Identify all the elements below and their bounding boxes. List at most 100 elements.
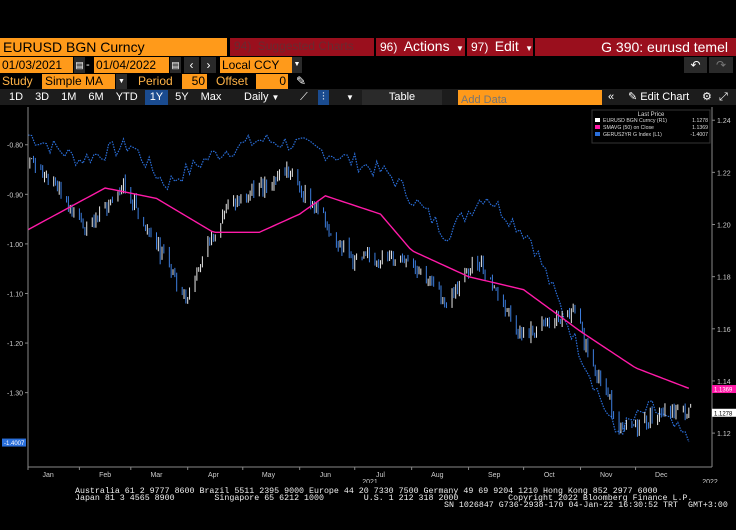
chart[interactable]: -0.80 -0.90 -1.00 -1.10 -1.20 -1.30 1.24 1.22 1.… bbox=[0, 105, 736, 483]
edit-number: 97) bbox=[471, 40, 489, 54]
x-tick-label: Jan bbox=[43, 472, 54, 479]
x-tick-label: May bbox=[262, 472, 276, 479]
add-data-field[interactable] bbox=[458, 90, 604, 108]
offset-label: Offset bbox=[216, 74, 248, 88]
currency-select[interactable]: Local CCY bbox=[220, 57, 292, 73]
x-tick-label: Apr bbox=[208, 472, 220, 479]
chevron-down-icon: ▼ bbox=[525, 44, 533, 53]
price-last-tag: 1.1278 bbox=[714, 411, 733, 417]
yield-series-line bbox=[27, 133, 690, 443]
period-buttons: 1D 3D 1M 6M YTD 1Y 5Y Max bbox=[4, 90, 226, 105]
end-date-field[interactable]: 01/04/2022 bbox=[94, 57, 169, 73]
yield-last-tag: -1.4007 bbox=[4, 441, 25, 447]
legend-series-name: GERUS2YR G Index (L1) bbox=[603, 132, 662, 138]
expand-icon[interactable]: ⤢ bbox=[719, 91, 728, 103]
graph-id: G 390: eurusd temel bbox=[535, 38, 736, 56]
legend-swatch bbox=[595, 118, 600, 122]
period-button-ytd[interactable]: YTD bbox=[115, 91, 138, 103]
actions-menu[interactable]: 96) Actions ▼ bbox=[376, 38, 465, 56]
x-tick-label: Jul bbox=[376, 472, 385, 479]
add-data-input[interactable] bbox=[458, 92, 604, 108]
x-tick-label: Feb bbox=[99, 472, 111, 479]
yield-last-tag-bg bbox=[2, 438, 26, 447]
chevron-down-icon: ▼ bbox=[271, 93, 280, 102]
chevron-down-icon[interactable]: ▼ bbox=[292, 57, 302, 73]
chevron-down-icon: ▼ bbox=[455, 44, 464, 53]
left-tick-label: -0.80 bbox=[7, 143, 23, 150]
study-label: Study bbox=[2, 74, 33, 88]
next-period-button[interactable]: › bbox=[201, 57, 216, 73]
suggested-charts-label: Suggested Charts bbox=[257, 39, 354, 53]
legend-series-last: 1.1369 bbox=[692, 125, 708, 131]
x-tick-label: Dec bbox=[655, 472, 668, 479]
footer-line-1: Australia 61 2 9777 8600 Brazil 5511 239… bbox=[75, 487, 658, 496]
period-button-1y[interactable]: 1Y bbox=[144, 90, 169, 105]
redo-button[interactable]: ↷ bbox=[709, 57, 733, 73]
security-field[interactable]: EURUSD BGN Curncy bbox=[0, 38, 227, 56]
right-tick-label: 1.20 bbox=[717, 223, 731, 230]
right-tick-label: 1.22 bbox=[717, 170, 731, 177]
right-tick-label: 1.14 bbox=[717, 379, 731, 386]
legend-swatch bbox=[595, 132, 600, 136]
edit-chart-button[interactable]: ✎ Edit Chart bbox=[624, 90, 693, 105]
period-field[interactable]: 50 bbox=[182, 74, 207, 89]
study-select[interactable]: Simple MA bbox=[42, 74, 115, 89]
left-tick-label: -0.90 bbox=[7, 192, 23, 199]
x-tick-label: Jun bbox=[320, 472, 331, 479]
period-button-6m[interactable]: 6M bbox=[88, 91, 104, 103]
period-button-1m[interactable]: 1M bbox=[61, 91, 77, 103]
offset-field[interactable]: 0 bbox=[256, 74, 288, 89]
table-button[interactable]: Table bbox=[362, 90, 442, 105]
x-tick-label: Aug bbox=[431, 472, 444, 479]
pencil-icon: ✎ bbox=[628, 91, 638, 103]
chart-type-icon[interactable]: ⫶ bbox=[318, 90, 329, 105]
sma-series-line bbox=[27, 187, 690, 389]
suggested-charts-button[interactable]: 94) Suggested Charts bbox=[230, 38, 374, 56]
left-tick-label: -1.00 bbox=[7, 242, 23, 249]
actions-label: Actions bbox=[403, 38, 450, 54]
left-tick-label: -1.20 bbox=[7, 341, 23, 348]
range-dash: - bbox=[86, 59, 90, 71]
x-axis-year-end-label: 2022 bbox=[702, 479, 718, 483]
period-label: Period bbox=[138, 74, 173, 88]
edit-chart-label: Edit Chart bbox=[640, 91, 690, 103]
right-tick-label: 1.18 bbox=[717, 275, 731, 282]
start-date-field[interactable]: 01/03/2021 bbox=[0, 57, 73, 73]
x-tick-label: Mar bbox=[150, 472, 163, 479]
x-tick-label: Nov bbox=[600, 472, 613, 479]
footer-line-2: Japan 81 3 4565 8900 Singapore 65 6212 1… bbox=[75, 494, 693, 503]
frequency-label: Daily bbox=[244, 91, 269, 103]
actions-number: 96) bbox=[380, 40, 398, 54]
legend-series-name: EURUSD BGN Curncy (R1) bbox=[603, 118, 667, 124]
chevron-down-icon[interactable]: ▼ bbox=[346, 93, 354, 102]
legend-series-last: -1.4007 bbox=[690, 132, 708, 138]
previous-period-button[interactable]: ‹ bbox=[184, 57, 199, 73]
undo-button[interactable]: ↶ bbox=[684, 57, 707, 73]
period-button-5y[interactable]: 5Y bbox=[175, 91, 189, 103]
settings-icon[interactable]: ⚙ bbox=[702, 91, 712, 103]
period-button-max[interactable]: Max bbox=[200, 91, 222, 103]
price-last-tag-bg bbox=[712, 408, 736, 417]
legend-swatch bbox=[595, 125, 600, 129]
x-tick-label: Oct bbox=[544, 472, 555, 479]
sma-last-tag: 1.1369 bbox=[714, 388, 733, 394]
chevron-down-icon[interactable]: ▼ bbox=[116, 74, 127, 89]
pencil-icon[interactable]: ✎ bbox=[296, 74, 307, 88]
collapse-icon[interactable]: « bbox=[608, 91, 615, 103]
calendar-icon[interactable]: ▤ bbox=[170, 57, 181, 73]
legend-series-last: 1.1278 bbox=[692, 118, 708, 124]
calendar-icon[interactable]: ▤ bbox=[74, 57, 85, 73]
left-tick-label: -1.30 bbox=[7, 391, 23, 398]
line-chart-icon[interactable]: ⟋ bbox=[300, 91, 308, 103]
left-tick-label: -1.10 bbox=[7, 291, 23, 298]
suggested-charts-number: 94) bbox=[234, 39, 252, 53]
legend-title: Last Price bbox=[638, 112, 665, 118]
edit-menu[interactable]: 97) Edit ▼ bbox=[467, 38, 533, 56]
frequency-select[interactable]: Daily ▼ bbox=[240, 90, 283, 105]
edit-label: Edit bbox=[494, 38, 519, 54]
period-button-1d[interactable]: 1D bbox=[9, 91, 24, 103]
legend-series-name: SMAVG (50) on Close bbox=[603, 125, 654, 131]
right-tick-label: 1.12 bbox=[717, 431, 731, 438]
period-button-3d[interactable]: 3D bbox=[35, 91, 50, 103]
